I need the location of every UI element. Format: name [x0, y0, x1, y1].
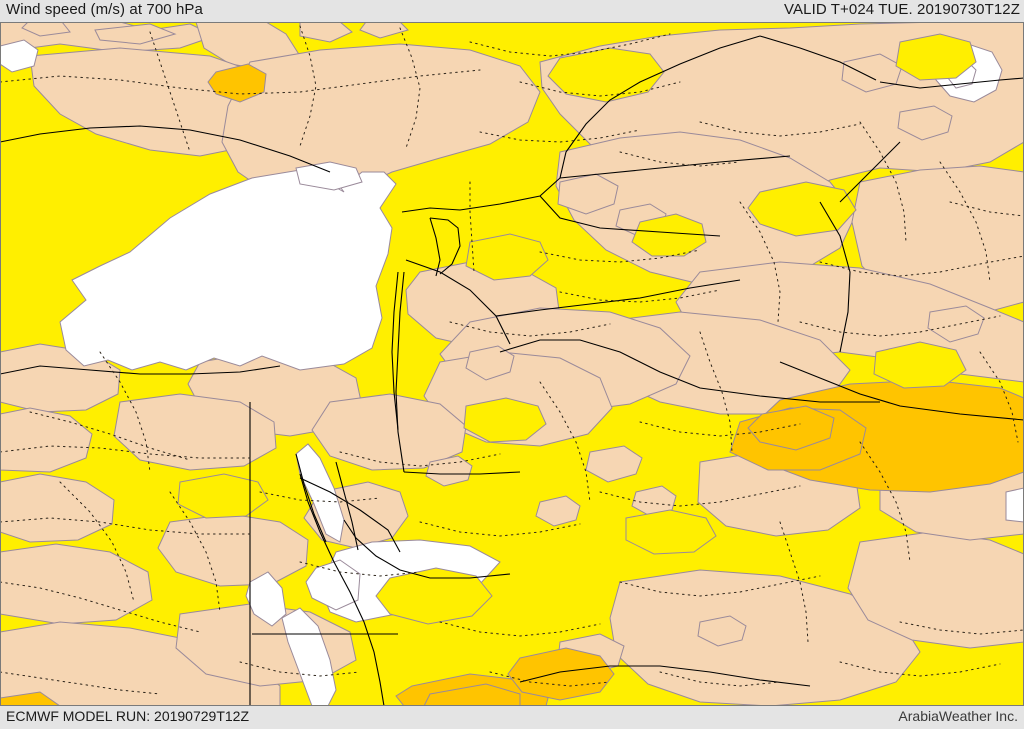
admin-borders-group [0, 25, 1024, 695]
model-run-label: ECMWF MODEL RUN: 20190729T12Z [6, 708, 249, 724]
band-moderate-overlay-group [177, 33, 977, 625]
page-title: Wind speed (m/s) at 700 hPa [6, 1, 203, 18]
header-bar: Wind speed (m/s) at 700 hPa VALID T+024 … [0, 0, 1024, 22]
wind-speed-contour-field [0, 22, 1024, 706]
weather-map-canvas[interactable] [0, 22, 1024, 706]
footer-bar: ECMWF MODEL RUN: 20190729T12Z ArabiaWeat… [0, 706, 1024, 729]
valid-time-label: VALID T+024 TUE. 20190730T12Z [784, 1, 1020, 18]
country-borders-group [0, 35, 1024, 706]
attribution-label: ArabiaWeather Inc. [898, 708, 1018, 724]
